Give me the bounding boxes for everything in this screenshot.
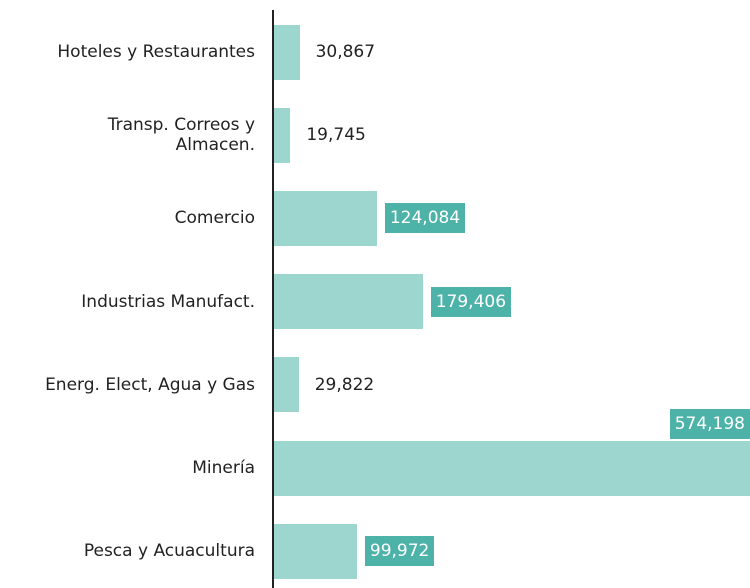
bar [274,24,300,80]
value-label: 99,972 [364,536,435,567]
category-label: Industrias Manufact. [81,291,255,312]
category-label: Energ. Elect, Agua y Gas [45,374,255,395]
bar [274,190,377,246]
value-label: 574,198 [669,409,750,439]
value-label: 124,084 [384,203,466,234]
bar [274,107,291,163]
axis-line [272,10,274,588]
category-label: Comercio [174,208,255,229]
bar [274,357,299,413]
bar [274,274,423,330]
bar [274,440,750,496]
value-label: 30,867 [315,42,376,62]
bar [274,523,357,579]
category-label: Pesca y Acuacultura [83,541,255,562]
category-label: Transp. Correos y Almacen. [107,115,255,156]
category-label: Hoteles y Restaurantes [57,42,255,62]
value-label: 179,406 [430,286,512,317]
category-label: Minería [192,458,255,478]
value-label: 19,745 [306,125,366,146]
value-label: 29,822 [314,374,375,395]
